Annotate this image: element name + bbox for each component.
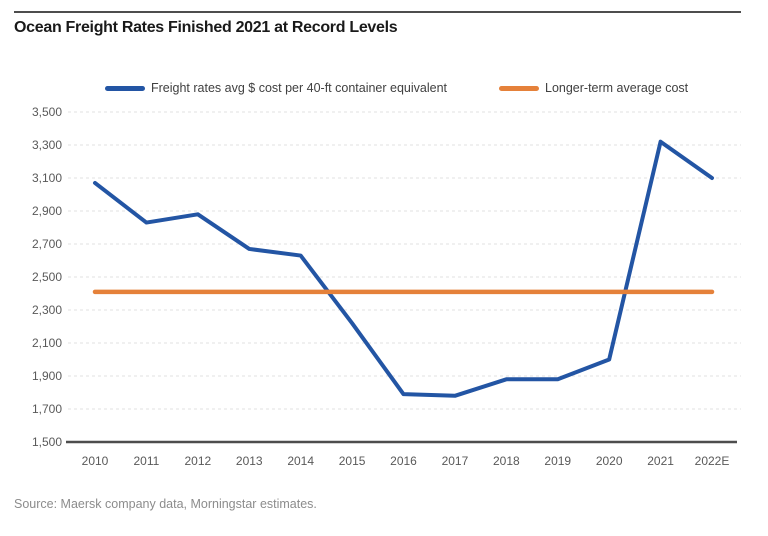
x-tick-label: 2010 — [82, 454, 109, 468]
legend-item-longer-term-average: Longer-term average cost — [499, 81, 688, 95]
chart-title: Ocean Freight Rates Finished 2021 at Rec… — [14, 19, 398, 36]
source-note: Source: Maersk company data, Morningstar… — [14, 497, 317, 511]
x-tick-label: 2011 — [134, 454, 160, 468]
x-tick-label: 2018 — [493, 454, 520, 468]
x-tick-label: 2022E — [695, 454, 730, 468]
freight-rates-line-swatch — [105, 85, 145, 91]
y-tick-label: 3,300 — [32, 138, 62, 152]
y-tick-label: 2,100 — [32, 336, 62, 350]
freight-rates-line — [93, 139, 714, 398]
legend-label-freight-rates: Freight rates avg $ cost per 40-ft conta… — [151, 81, 447, 95]
average-cost-line-swatch — [499, 85, 539, 91]
x-tick-label: 2013 — [236, 454, 263, 468]
y-tick-label: 2,700 — [32, 237, 62, 251]
x-tick-label: 2012 — [184, 454, 211, 468]
y-tick-label: 2,500 — [32, 270, 62, 284]
y-tick-label: 2,300 — [32, 303, 62, 317]
legend-label-longer-term-average: Longer-term average cost — [545, 81, 689, 95]
x-tick-label: 2015 — [339, 454, 366, 468]
y-tick-label: 1,900 — [32, 369, 62, 383]
x-tick-label: 2019 — [544, 454, 571, 468]
x-tick-label: 2021 — [647, 454, 674, 468]
x-tick-label: 2016 — [390, 454, 417, 468]
y-tick-label: 3,500 — [32, 105, 62, 119]
x-tick-label: 2014 — [287, 454, 314, 468]
y-tick-label: 1,700 — [32, 402, 62, 416]
legend-item-freight-rates: Freight rates avg $ cost per 40-ft conta… — [105, 81, 447, 95]
freight-rates-line-chart: 3,500 3,300 3,100 2,900 2,700 2,500 2,300 2,100… — [32, 105, 741, 468]
y-tick-label: 1,500 — [32, 435, 62, 449]
title-rule — [14, 11, 741, 13]
x-tick-label: 2017 — [442, 454, 469, 468]
chart-legend: Freight rates avg $ cost per 40-ft conta… — [105, 81, 688, 95]
x-tick-label: 2020 — [596, 454, 623, 468]
y-tick-label: 3,100 — [32, 171, 62, 185]
y-tick-label: 2,900 — [32, 204, 62, 218]
